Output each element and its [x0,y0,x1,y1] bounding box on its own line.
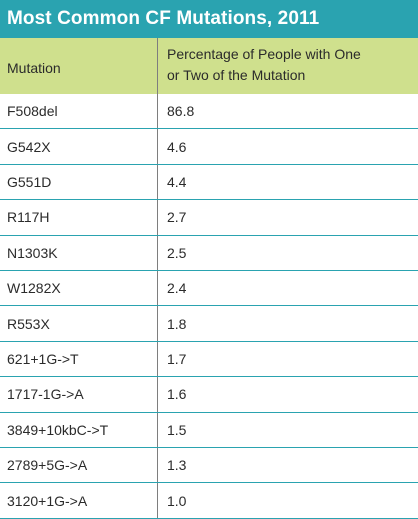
percentage-cell: 2.7 [157,200,418,235]
table-row: N1303K 2.5 [0,235,418,271]
percentage-cell: 1.5 [157,412,418,447]
mutation-cell: R117H [7,209,50,226]
table-title: Most Common CF Mutations, 2011 [0,0,418,38]
percentage-cell: 2.4 [157,270,418,306]
table-row: 3120+1G->A 1.0 [0,483,418,519]
mutation-cell: N1303K [7,244,58,261]
percentage-cell: 86.8 [157,94,418,129]
percentage-cell: 1.8 [157,306,418,341]
percentage-cell: 1.6 [157,377,418,412]
table-body: F508del 86.8 G542X 4.6 G551D 4.4 R117H 2… [0,94,418,519]
mutation-cell: 3849+10kbC->T [7,421,109,438]
table-row: R117H 2.7 [0,200,418,236]
table-row: G551D 4.4 [0,164,418,201]
table-row: R553X 1.8 [0,306,418,342]
percentage-cell: 1.7 [157,341,418,377]
column-header-percentage-line1: Percentage of People with One [167,46,361,62]
table-row: 3849+10kbC->T 1.5 [0,412,418,448]
column-header-mutation: Mutation [7,60,61,76]
mutation-cell: 3120+1G->A [7,492,88,509]
table-row: F508del 86.8 [0,94,418,130]
table-row: W1282X 2.4 [0,270,418,307]
percentage-cell: 4.6 [157,129,418,164]
table-row: 1717-1G->A 1.6 [0,377,418,413]
percentage-cell: 1.3 [157,447,418,483]
column-header-percentage-line2: or Two of the Mutation [167,67,306,83]
table-row: G542X 4.6 [0,129,418,165]
mutation-cell: W1282X [7,280,61,297]
table-header-row: Mutation Percentage of People with One o… [0,38,418,94]
percentage-cell: 2.5 [157,235,418,270]
mutation-cell: G551D [7,173,52,190]
mutation-cell: G542X [7,138,51,155]
percentage-cell: 1.0 [157,483,418,519]
column-header-percentage: Percentage of People with One or Two of … [157,38,418,94]
table-row: 621+1G->T 1.7 [0,341,418,378]
mutation-cell: 2789+5G->A [7,457,88,474]
mutation-cell: R553X [7,315,50,332]
mutation-cell: 1717-1G->A [7,386,84,403]
percentage-cell: 4.4 [157,164,418,200]
table-row: 2789+5G->A 1.3 [0,447,418,484]
mutation-cell: F508del [7,103,58,120]
mutation-cell: 621+1G->T [7,350,79,367]
